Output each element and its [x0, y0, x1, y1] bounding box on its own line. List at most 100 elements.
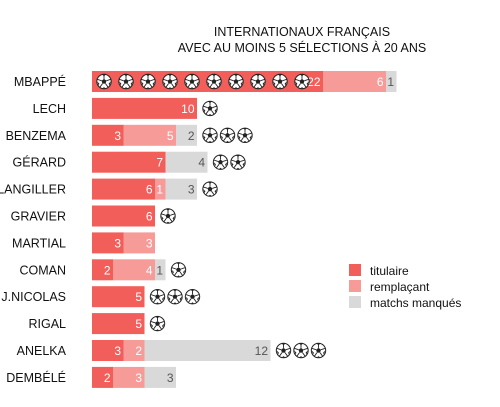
data-label-titulaire: 22	[307, 75, 321, 89]
data-label-remplacant: 4	[146, 263, 153, 277]
data-label-remplacant: 2	[135, 344, 142, 358]
bar-row: LECH 10	[33, 97, 218, 119]
bar-segment-titulaire	[92, 259, 113, 281]
chart-title: INTERNATIONAUX FRANÇAIS AVEC AU MOINS 5 …	[178, 25, 426, 55]
bar-segment-matchs-manques	[165, 151, 208, 173]
chart-title-line-2: AVEC AU MOINS 5 SÉLECTIONS À 20 ANS	[178, 40, 426, 55]
soccer-ball-icon	[272, 73, 288, 90]
data-label-remplacant: 1	[156, 183, 163, 197]
data-label-titulaire: 7	[156, 156, 163, 170]
data-label-titulaire: 5	[135, 317, 142, 331]
chart-title-line-1: INTERNATIONAUX FRANÇAIS	[214, 25, 390, 39]
bar-segment-remplacant	[113, 366, 145, 388]
bar-row: COMAN 2 4 1	[19, 259, 187, 281]
soccer-ball-icon	[294, 73, 310, 90]
category-label-lech: LECH	[33, 102, 66, 116]
data-label-titulaire: 10	[181, 102, 195, 116]
bar-row: GÉRARD 7 4	[13, 151, 246, 173]
bar-segment-remplacant	[123, 340, 145, 361]
soccer-ball-icon	[160, 208, 176, 224]
bar-segment-remplacant	[155, 178, 166, 200]
data-label-remplacant: 6	[377, 75, 384, 89]
soccer-ball-icon	[202, 181, 218, 197]
data-label-titulaire: 2	[104, 371, 111, 385]
soccer-ball-icon	[212, 154, 229, 170]
category-label-rigal: RIGAL	[28, 317, 66, 331]
soccer-ball-icon	[149, 289, 166, 305]
bar-segment-titulaire	[92, 232, 124, 254]
bar-segment-titulaire	[92, 97, 197, 119]
data-label-remplacant: 5	[167, 129, 174, 143]
soccer-ball-icon	[310, 342, 327, 359]
soccer-ball-icon	[140, 73, 156, 90]
category-label-benzema: BENZEMA	[6, 129, 67, 143]
category-label-gerard: GÉRARD	[13, 155, 66, 170]
bar-segment-titulaire	[92, 124, 124, 146]
soccer-ball-icon	[118, 73, 134, 90]
category-label-gravier: GRAVIER	[11, 210, 66, 224]
bar-segment-titulaire	[92, 286, 145, 308]
data-label-remplacant: 3	[146, 236, 153, 250]
legend-swatch-remplacant	[349, 280, 361, 292]
legend-label-remplacant: remplaçant	[370, 280, 430, 294]
bar-row: LANGILLER 6 1 3	[0, 178, 218, 200]
data-label-matchs-manques: 12	[255, 344, 269, 358]
category-label-coman: COMAN	[19, 263, 66, 277]
data-label-titulaire: 3	[114, 129, 121, 143]
bar-segment-titulaire	[92, 178, 155, 200]
legend: titulaire remplaçant matchs manqués	[349, 264, 461, 310]
bar-segment-matchs-manques	[176, 124, 197, 146]
legend-swatch-matchs-manques	[349, 296, 361, 308]
data-label-titulaire: 6	[146, 183, 153, 197]
category-label-martial: MARTIAL	[12, 236, 66, 250]
data-label-titulaire: 2	[104, 263, 111, 277]
bar-row: MARTIAL 3 3	[12, 232, 155, 254]
soccer-ball-icon	[96, 73, 112, 90]
soccer-ball-icon	[206, 73, 222, 90]
soccer-ball-icon	[202, 127, 218, 143]
soccer-ball-icon	[275, 342, 292, 359]
bar-row: DEMBÉLÉ 2 3 3	[6, 366, 176, 388]
data-label-remplacant: 3	[135, 371, 142, 385]
bar-segment-titulaire	[92, 340, 124, 361]
data-label-matchs-manques: 2	[188, 129, 195, 143]
soccer-ball-icon	[230, 154, 246, 170]
bar-segment-remplacant	[123, 124, 176, 146]
bar-segment-matchs-manques	[165, 178, 197, 200]
bar-row: RIGAL 5	[28, 313, 166, 335]
category-label-mbappe: MBAPPÉ	[14, 74, 66, 89]
bar-row: BENZEMA 3 5 2	[6, 124, 253, 146]
bar-segment-matchs-manques	[144, 366, 176, 388]
legend-swatch-titulaire	[349, 264, 361, 276]
bar-row: ANELKA 3 2 12	[17, 340, 327, 361]
legend-label-matchs-manques: matchs manqués	[370, 296, 461, 310]
bar-segment-matchs-manques	[155, 259, 166, 281]
category-label-anelka: ANELKA	[17, 344, 67, 358]
soccer-ball-icon	[149, 315, 166, 332]
legend-label-titulaire: titulaire	[370, 264, 409, 278]
soccer-ball-icon	[250, 73, 266, 90]
bar-segment-matchs-manques	[386, 71, 397, 92]
bar-segment-remplacant	[323, 71, 386, 92]
data-label-titulaire: 3	[114, 236, 121, 250]
soccer-ball-icon	[293, 342, 309, 359]
soccer-ball-icon	[219, 127, 236, 143]
data-label-matchs-manques: 3	[167, 371, 174, 385]
soccer-ball-icon	[228, 73, 244, 90]
bar-row: MBAPPÉ 22 6 1	[14, 71, 397, 92]
bar-segment-remplacant	[123, 232, 155, 254]
soccer-ball-icon	[184, 289, 201, 305]
bar-segment-titulaire	[92, 205, 155, 227]
soccer-ball-icon	[202, 100, 218, 117]
bar-segment-matchs-manques	[144, 340, 271, 361]
bar-row: J.NICOLAS 5	[1, 286, 201, 308]
data-label-titulaire: 5	[135, 290, 142, 304]
soccer-ball-icon	[167, 289, 183, 305]
bar-segment-remplacant	[113, 259, 155, 281]
data-label-matchs-manques: 1	[387, 75, 394, 89]
bar-segment-titulaire	[92, 313, 145, 335]
data-label-matchs-manques: 1	[156, 263, 163, 277]
soccer-ball-icon	[237, 127, 253, 143]
